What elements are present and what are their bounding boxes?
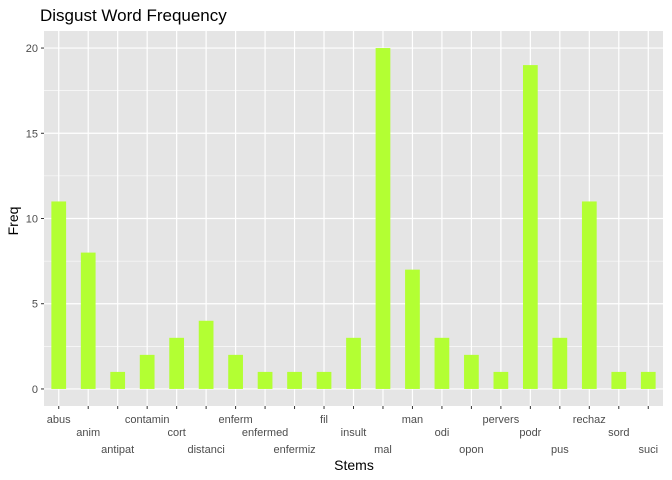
x-tick-label: pus [551,444,569,456]
x-tick-label: fil [320,414,328,426]
x-tick-label: suci [638,444,658,456]
x-tick-label: podr [519,427,541,439]
x-tick-label: anim [76,427,100,439]
bar-distanci [198,320,214,389]
x-tick-label: sord [608,427,629,439]
bar-rechaz [581,201,597,389]
x-tick-label: rechaz [573,414,606,426]
bar-enfermiz [287,371,302,389]
bar-opon [464,354,479,389]
bar-sord [611,371,627,389]
bar-abus [51,201,67,389]
bars-group [51,48,656,389]
y-tick-label: 5 [32,299,38,311]
bar-insult [346,337,361,389]
y-axis: 0 5 10 15 20 [26,43,44,396]
bar-contamin [139,354,155,389]
x-tick-label: antipat [101,444,134,456]
x-tick-label: enfermiz [273,444,315,456]
x-tick-label: contamin [125,414,170,426]
x-tick-label: insult [341,427,367,439]
bar-fil [316,371,332,389]
x-tick-label: enfermed [242,427,288,439]
x-tick-label: enferm [218,414,252,426]
chart-title: Disgust Word Frequency [40,6,227,25]
y-tick-label: 20 [26,43,38,55]
x-tick-label: pervers [483,414,520,426]
bar-antipat [110,371,126,389]
x-tick-label: cort [167,427,185,439]
x-tick-label: distanci [187,444,224,456]
y-tick-label: 10 [26,214,38,226]
bar-suci [640,371,656,389]
x-tick-label: opon [459,444,483,456]
y-tick-label: 15 [26,128,38,140]
x-tick-label: man [402,414,423,426]
y-tick-label: 0 [32,384,38,396]
x-tick-label: mal [374,444,392,456]
bar-cort [169,337,185,389]
bar-enfermed [257,371,273,389]
x-axis-title: Stems [334,457,374,473]
x-tick-label: abus [47,414,71,426]
bar-pus [552,337,568,389]
y-axis-title: Freq [5,207,21,236]
bar-anim [80,252,96,389]
bar-man [405,269,420,389]
bar-enferm [228,354,243,389]
bar-mal [375,48,391,389]
x-tick-label: odi [435,427,450,439]
bar-podr [522,65,538,389]
bar-pervers [493,371,509,389]
bar-odi [434,337,450,389]
